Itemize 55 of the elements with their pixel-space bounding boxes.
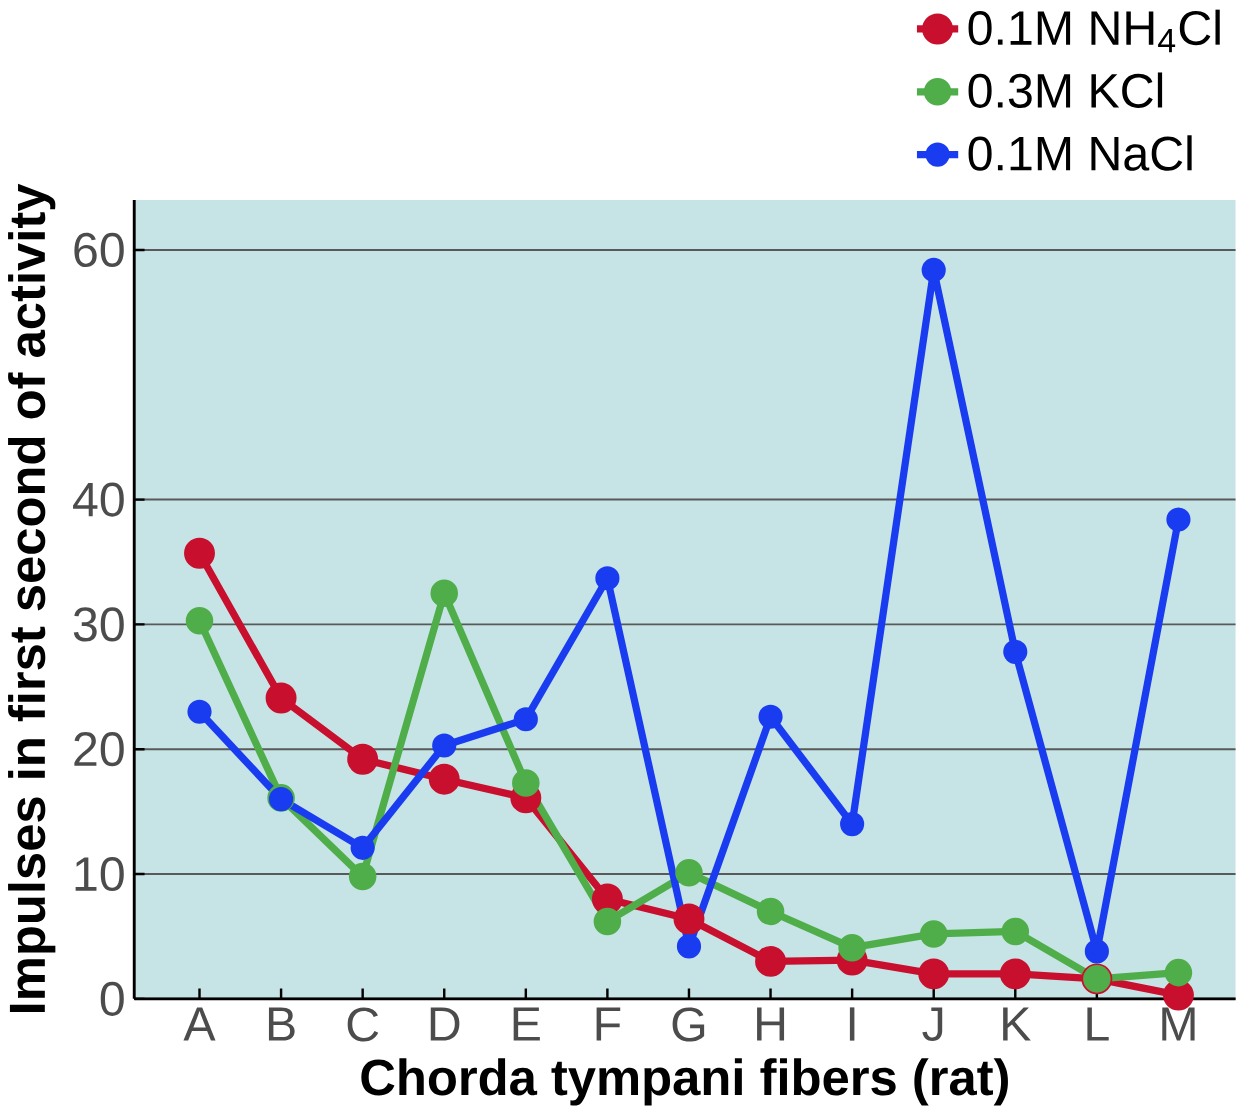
point <box>918 958 950 990</box>
point <box>185 607 214 635</box>
x-tick-label: K <box>1003 1007 1031 1041</box>
point <box>675 859 703 887</box>
y-tick-label: 30 <box>73 607 124 642</box>
point <box>921 258 946 283</box>
point <box>999 958 1031 990</box>
point <box>919 920 948 948</box>
y-tick-label: 20 <box>74 732 124 767</box>
y-tick-label: 10 <box>75 857 124 892</box>
point <box>350 835 375 861</box>
y-tick-label: 60 <box>74 233 124 268</box>
y-axis-title: Impulses in first second of activity <box>8 184 56 1013</box>
point <box>513 707 538 732</box>
x-tick-label: J <box>922 1007 943 1042</box>
point <box>1003 640 1028 665</box>
point <box>184 538 215 569</box>
point <box>676 934 702 959</box>
x-tick-label: H <box>757 1007 785 1041</box>
point <box>1001 917 1030 946</box>
y-tick-label: 0 <box>100 981 124 1017</box>
point <box>432 733 457 758</box>
point <box>673 903 705 935</box>
x-tick-label: F <box>596 1007 621 1041</box>
legend-label: 0.1M NaCl <box>968 135 1192 171</box>
point <box>593 907 622 936</box>
point <box>265 682 297 714</box>
x-tick-label: B <box>268 1007 295 1041</box>
point <box>1084 939 1109 964</box>
point <box>348 862 377 891</box>
x-tick-label: L <box>1087 1007 1109 1041</box>
x-tick-label: A <box>183 1007 216 1041</box>
x-tick-label: D <box>430 1007 460 1041</box>
x-tick-label: G <box>672 1007 705 1042</box>
point <box>347 743 379 775</box>
y-tick-label: 40 <box>73 482 124 517</box>
point <box>755 946 787 978</box>
point <box>512 769 540 797</box>
point <box>595 566 620 591</box>
x-tick-label: E <box>513 1007 540 1041</box>
point <box>430 579 459 608</box>
x-tick-label: I <box>849 1007 855 1041</box>
x-tick-label: C <box>347 1007 379 1042</box>
point <box>840 812 865 837</box>
point <box>428 763 460 795</box>
legend-label: 0.1M NH$_{4}$Cl <box>968 9 1220 53</box>
point <box>187 699 212 725</box>
x-tick-label: M <box>1162 1007 1195 1041</box>
point <box>1166 507 1191 532</box>
legend-label: 0.3M KCl <box>968 72 1163 109</box>
point <box>1164 959 1193 987</box>
point <box>838 934 866 962</box>
point <box>756 897 785 926</box>
point <box>758 704 783 730</box>
x-axis-title: Chorda tympani fibers (rat) <box>361 1058 1008 1106</box>
